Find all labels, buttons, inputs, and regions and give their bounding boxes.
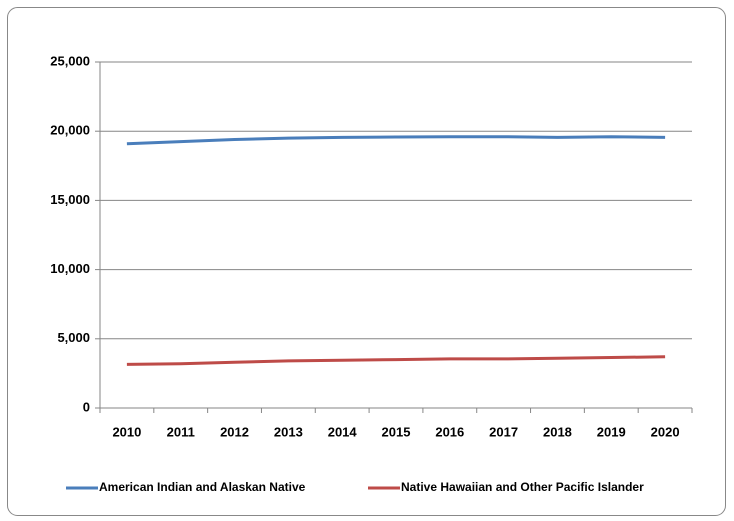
x-tick-label: 2020 [651,424,680,439]
x-tick-label: 2019 [597,424,626,439]
chart-border [7,7,726,516]
x-tick-label: 2017 [489,424,518,439]
x-tick-label: 2015 [382,424,411,439]
legend-label: Native Hawaiian and Other Pacific Island… [401,480,644,494]
legend-label: American Indian and Alaskan Native [99,480,306,494]
x-tick-label: 2016 [435,424,464,439]
y-tick-label: 20,000 [50,123,90,138]
x-tick-label: 2014 [328,424,358,439]
x-tick-label: 2011 [167,424,195,439]
series-line [126,355,666,366]
y-tick-label: 5,000 [57,330,90,345]
series-line [126,135,666,146]
y-tick-label: 0 [83,399,90,414]
y-tick-label: 15,000 [50,192,90,207]
x-tick-label: 2013 [274,424,303,439]
y-tick-label: 25,000 [50,53,90,68]
x-tick-label: 2012 [220,424,249,439]
x-tick-label: 2010 [112,424,141,439]
x-tick-label: 2018 [543,424,572,439]
y-tick-label: 10,000 [50,261,90,276]
